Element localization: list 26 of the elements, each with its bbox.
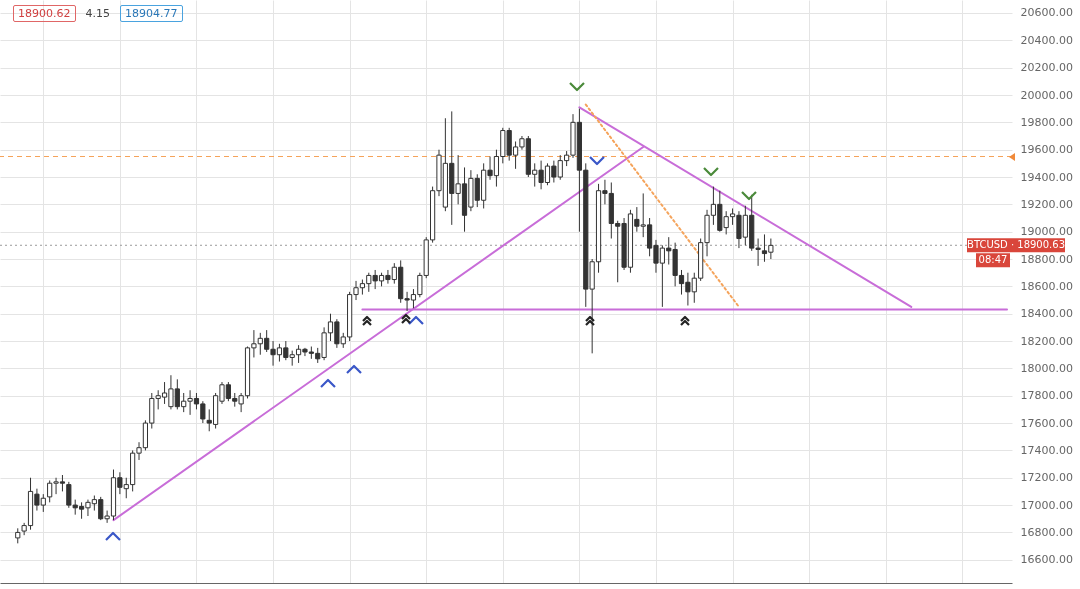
y-tick-label: 18200.00 [1020,334,1073,348]
ref-line-label: BTCUSD · 18900.63 [967,239,1065,251]
y-tick-label: 19000.00 [1020,225,1073,239]
y-tick-label: 17400.00 [1020,443,1073,457]
y-tick-label: 20600.00 [1020,6,1073,20]
y-tick-label: 20400.00 [1020,33,1073,47]
y-tick-label: 17200.00 [1020,471,1073,485]
y-tick-label: 16600.00 [1020,553,1073,567]
annotation: 18904.77 [120,5,183,22]
annotation: 08:47 [978,254,1008,266]
y-tick-label: 19400.00 [1020,170,1073,184]
y-tick-label: 20000.00 [1020,88,1073,102]
y-tick-label: 17000.00 [1020,498,1073,512]
y-tick-label: 18000.00 [1020,361,1073,375]
y-tick-label: 18600.00 [1020,279,1073,293]
y-tick-label: 17600.00 [1020,416,1073,430]
y-tick-label: 19800.00 [1020,115,1073,129]
annotation: 4.15 [84,6,111,21]
annotation: 18900.62 [13,5,76,22]
y-tick-label: 16800.00 [1020,525,1073,539]
y-tick-label: 19200.00 [1020,197,1073,211]
y-tick-label: 20200.00 [1020,61,1073,75]
y-tick-label: 19600.00 [1020,143,1073,157]
y-tick-label: 17800.00 [1020,389,1073,403]
y-tick-label: 18400.00 [1020,307,1073,321]
y-tick-label: 18800.00 [1020,252,1073,266]
